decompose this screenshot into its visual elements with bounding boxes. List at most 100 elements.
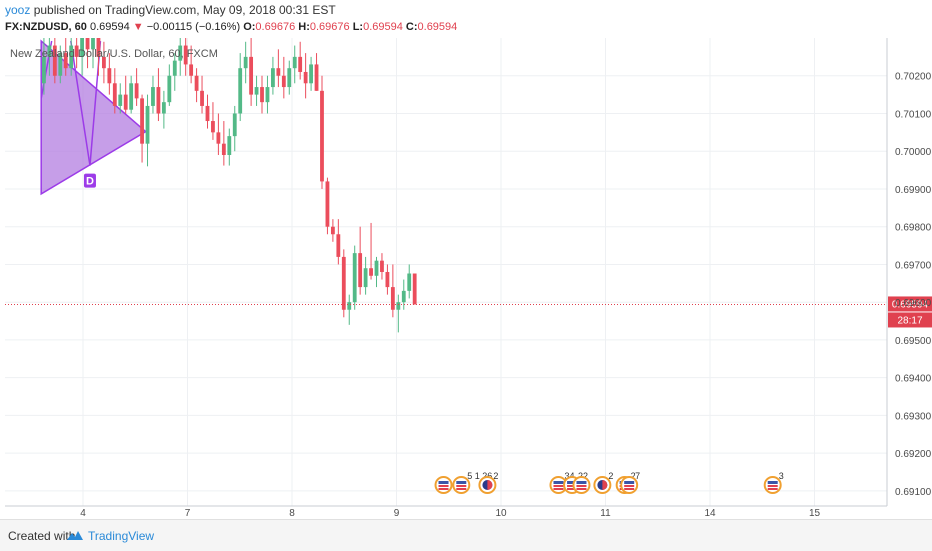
candle-body [101, 56, 106, 69]
publish-info: yooz published on TradingView.com, May 0… [5, 3, 336, 17]
candle-body [243, 56, 248, 69]
close-value: 0.69594 [417, 21, 458, 33]
flag-stripe [553, 488, 564, 490]
candle-body [352, 253, 357, 303]
chart-title: New Zealand Dollar/U.S. Dollar, 60, FXCM [10, 48, 218, 60]
countdown-label: 28:17 [897, 315, 922, 326]
candle-body [374, 260, 379, 276]
publish-text: published on TradingView.com, May 09, 20… [33, 3, 336, 17]
flag-canton [624, 481, 635, 484]
candle-body [407, 273, 412, 291]
candle-body [336, 234, 341, 257]
y-tick-label: 0.69100 [895, 487, 932, 498]
flag-stripe [624, 485, 635, 487]
candle-body [200, 90, 204, 106]
candle-body [221, 143, 226, 155]
candle-body [96, 38, 101, 57]
tradingview-logo-icon[interactable] [66, 528, 84, 542]
candle-body [292, 56, 297, 69]
high-label: H: [298, 21, 310, 33]
change-arrow-icon: ▼ [132, 21, 144, 33]
candle-body [47, 45, 52, 57]
flag-canton [576, 481, 587, 484]
tradingview-link[interactable]: TradingView [88, 529, 155, 543]
y-tick-label: 0.69600 [895, 298, 932, 309]
candle-body [69, 45, 74, 69]
footer-bar: Created with TradingView [0, 519, 932, 551]
low-value: 0.69594 [363, 21, 403, 33]
candle-body [107, 68, 112, 84]
candle-body [189, 64, 194, 76]
candle-body [91, 38, 95, 50]
flag-canton [767, 481, 778, 484]
candle-body [412, 273, 417, 305]
candle-body [232, 113, 237, 137]
event-count-label: 22 [578, 471, 588, 481]
x-tick-label: 9 [394, 508, 400, 519]
candle-body [309, 64, 313, 84]
created-with-label: Created with [8, 529, 76, 543]
y-tick-label: 0.69800 [895, 223, 932, 234]
candle-body [227, 136, 232, 155]
event-count-label: 3 [779, 471, 784, 481]
flag-canton [456, 481, 467, 484]
price-axis[interactable]: 0.70200 0.70100 0.70000 0.69900 0.69800 0.697… [895, 72, 932, 498]
candle-body [205, 105, 210, 122]
candle-body [211, 121, 215, 133]
y-tick-label: 0.69900 [895, 185, 932, 196]
candle-body [380, 260, 384, 272]
candle-body [238, 68, 243, 114]
time-axis[interactable]: 4 7 8 9 10 11 14 15 [80, 508, 820, 519]
candle-body [140, 98, 144, 144]
flag-stripe [576, 485, 587, 487]
candle-body [129, 83, 134, 110]
flag-stripe [767, 485, 778, 487]
candle-body [216, 132, 221, 144]
candle-body [151, 87, 155, 106]
flag-stripe [438, 485, 449, 487]
y-tick-label: 0.69400 [895, 374, 932, 385]
flag-canton [553, 481, 564, 484]
candle-body [194, 75, 199, 91]
ohlc-bar: FX:NZDUSD, 60 0.69594 ▼ −0.00115 (−0.16%… [5, 21, 457, 33]
flag-stripe [553, 485, 564, 487]
candle-body [249, 56, 254, 95]
candle-body [63, 53, 68, 69]
triangle-pattern[interactable]: D [40, 39, 147, 196]
y-tick-label: 0.69500 [895, 336, 932, 347]
candle-body [112, 83, 117, 106]
candle-body [271, 68, 275, 88]
flag-canton [438, 481, 449, 484]
current-price-badge [888, 296, 932, 312]
close-label: C: [405, 21, 418, 33]
candle-body [183, 45, 188, 65]
candle-body [287, 68, 292, 88]
candle-body [358, 253, 363, 288]
grid-lines [5, 38, 888, 507]
y-tick-label: 0.69300 [895, 411, 932, 422]
x-tick-label: 11 [600, 508, 611, 519]
candle-body [167, 75, 172, 103]
candle-body [42, 56, 46, 84]
candle-body [265, 87, 270, 103]
candle-body [390, 287, 395, 310]
candle-body [145, 105, 150, 144]
open-label: O: [243, 21, 256, 33]
candle-body [341, 256, 346, 310]
candle-body [74, 45, 79, 57]
event-markers[interactable]: 5 1 26 2 34 22 2 2 7 3 [434, 471, 784, 494]
candle-body [58, 53, 63, 76]
candle-body [161, 102, 166, 114]
candle-body [80, 38, 84, 57]
x-tick-label: 10 [495, 508, 507, 519]
symbol-label: FX:NZDUSD, 60 [5, 21, 87, 33]
point-d-badge [83, 173, 96, 188]
high-value: 0.69676 [309, 21, 350, 33]
low-label: L: [352, 21, 364, 33]
candle-body [178, 45, 183, 61]
candle-body [298, 56, 303, 72]
moon-half [487, 480, 493, 490]
candle-body [401, 290, 406, 303]
author-link[interactable]: yooz [5, 3, 31, 17]
